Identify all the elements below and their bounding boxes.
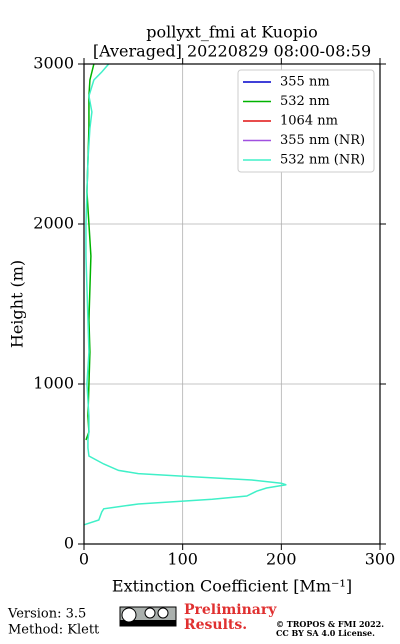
copyright: © TROPOS & FMI 2022.	[276, 619, 384, 629]
legend-label: 532 nm	[280, 94, 330, 109]
y-tick-label: 3000	[33, 54, 74, 73]
copyright: CC BY SA 4.0 License.	[276, 628, 375, 638]
preliminary: Preliminary	[184, 602, 277, 618]
x-tick-label: 300	[365, 550, 396, 569]
method: Method: Klett	[8, 623, 100, 638]
legend-label: 1064 nm	[280, 114, 338, 129]
legend-label: 355 nm	[280, 75, 330, 90]
y-axis-label: Height (m)	[8, 260, 27, 348]
x-tick-label: 200	[266, 550, 297, 569]
x-tick-label: 100	[167, 550, 198, 569]
y-tick-label: 2000	[33, 214, 74, 233]
data-line	[83, 63, 287, 526]
data-line	[85, 63, 95, 441]
x-tick-label: 0	[79, 550, 89, 569]
chart-title: [Averaged] 20220829 08:00-08:59	[93, 42, 371, 61]
version: Version: 3.5	[7, 607, 86, 622]
y-tick-label: 0	[64, 534, 74, 553]
cc-logo	[119, 606, 177, 627]
preliminary: Results.	[184, 617, 247, 633]
legend-box	[237, 69, 375, 173]
legend: 355 nm 532 nm 1064 nm 355 nm (NR) 532 nm (NR…	[237, 69, 375, 173]
legend-label: 532 nm (NR)	[280, 153, 365, 168]
plot-frame	[83, 63, 381, 545]
legend-label: 355 nm (NR)	[280, 133, 365, 148]
x-axis-label: Extinction Coefficient [Mm⁻¹]	[112, 577, 352, 596]
y-tick-label: 1000	[33, 374, 74, 393]
chart-title: pollyxt_fmi at Kuopio	[146, 23, 317, 42]
